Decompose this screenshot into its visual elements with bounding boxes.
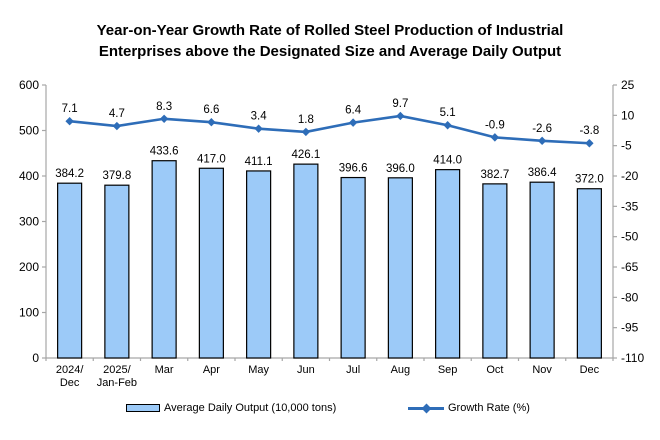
line-diamond-marker (207, 118, 216, 127)
bar (529, 181, 555, 359)
line-value-label: 6.4 (345, 105, 362, 117)
bar-value-label: 372.0 (575, 174, 604, 186)
line-value-label: -3.8 (579, 125, 599, 137)
x-axis-category-label: Apr (203, 364, 220, 376)
x-axis-category-label: Jul (346, 364, 360, 376)
x-axis-category-label: Dec (580, 364, 600, 376)
legend-line-label: Growth Rate (%) (448, 402, 530, 414)
right-axis-tick-label: -50 (621, 230, 639, 244)
bar-value-label: 386.4 (528, 167, 557, 179)
x-axis-category-label: Sep (438, 364, 458, 376)
x-axis-category-label: 2024/Dec (56, 364, 84, 389)
bar-value-label: 417.0 (197, 153, 226, 165)
line-diamond-marker (585, 139, 594, 148)
bar-value-label: 382.7 (480, 169, 509, 181)
bar-value-label: 379.8 (102, 170, 131, 182)
bar (387, 177, 413, 359)
chart-title-line2: Enterprises above the Designated Size an… (98, 43, 562, 60)
line-diamond-marker (537, 136, 547, 146)
growth-rate-line (69, 114, 590, 145)
chart-title: Year-on-Year Growth Rate of Rolled Steel… (0, 20, 660, 62)
line-value-label: 6.6 (203, 104, 219, 116)
bar (104, 184, 130, 359)
x-axis-category-label: Oct (486, 364, 503, 376)
line-diamond-marker (254, 124, 263, 133)
right-axis-tick-label: -5 (621, 139, 632, 153)
bar-value-label: 384.2 (55, 168, 84, 180)
legend-bar-swatch (126, 404, 160, 412)
chart-title-line1: Year-on-Year Growth Rate of Rolled Steel… (96, 22, 564, 39)
bar-value-label: 433.6 (150, 146, 179, 158)
x-axis-category-label: Aug (391, 364, 411, 376)
right-axis-tick-label: -65 (621, 260, 639, 274)
right-axis-tick-label: 10 (621, 108, 635, 122)
x-axis-category-label: Jun (297, 364, 315, 376)
line-diamond-marker (112, 121, 122, 131)
line-value-label: 3.4 (251, 111, 268, 123)
bar (198, 167, 224, 359)
line-diamond-marker (65, 116, 74, 126)
line-diamond-marker (159, 114, 169, 123)
line-diamond-marker (443, 121, 452, 130)
bar (246, 170, 272, 359)
left-axis-tick-label: 100 (19, 306, 39, 320)
right-axis-tick-label: 25 (621, 78, 635, 92)
left-axis-tick-label: 500 (19, 124, 39, 138)
line-value-label: 9.7 (392, 98, 408, 110)
bar-value-label: 396.6 (339, 163, 368, 175)
right-axis-tick-label: -20 (621, 169, 639, 183)
right-axis-tick-label: -80 (621, 290, 639, 304)
line-value-label: -2.6 (532, 123, 552, 135)
bar (151, 160, 177, 359)
bar-value-label: 414.0 (433, 155, 462, 167)
left-axis-tick-label: 200 (19, 260, 39, 274)
right-axis-tick-label: -110 (621, 351, 644, 365)
bar (57, 182, 83, 359)
bar-value-label: 411.1 (245, 156, 273, 168)
line-diamond-marker (301, 127, 311, 137)
right-axis-tick-label: -35 (621, 199, 639, 213)
line-value-label: 4.7 (109, 108, 125, 120)
line-value-label: 8.3 (156, 101, 172, 113)
bar (340, 176, 366, 359)
right-axis-tick-label: -95 (621, 321, 639, 335)
line-value-label: 1.8 (298, 114, 314, 126)
bar (482, 183, 508, 359)
bar (435, 169, 461, 359)
x-axis-category-label: Nov (532, 364, 552, 376)
bar (293, 163, 319, 359)
bar-value-label: 396.0 (386, 163, 415, 175)
x-axis-category-label: May (248, 364, 269, 376)
line-value-label: 5.1 (440, 107, 456, 119)
legend-line-diamond-marker (421, 403, 431, 413)
bar (576, 188, 602, 359)
line-value-label: -0.9 (485, 119, 505, 131)
line-diamond-marker (396, 111, 405, 121)
line-diamond-marker (348, 118, 358, 127)
left-axis-tick-label: 600 (19, 78, 39, 92)
legend-line-swatch (408, 402, 444, 414)
legend-bar-label: Average Daily Output (10,000 tons) (164, 402, 337, 414)
line-value-label: 7.1 (62, 103, 78, 115)
bar-value-label: 426.1 (291, 149, 320, 161)
left-axis-tick-label: 300 (19, 215, 39, 229)
legend-item-line: Growth Rate (%) (408, 401, 530, 415)
left-axis-tick-label: 0 (32, 351, 39, 365)
x-axis-category-label: 2025/Jan-Feb (97, 364, 137, 389)
x-axis-category-label: Mar (155, 364, 174, 376)
left-axis-tick-label: 400 (19, 169, 39, 183)
line-diamond-marker (490, 133, 500, 142)
legend-item-bar: Average Daily Output (10,000 tons) (126, 401, 336, 415)
